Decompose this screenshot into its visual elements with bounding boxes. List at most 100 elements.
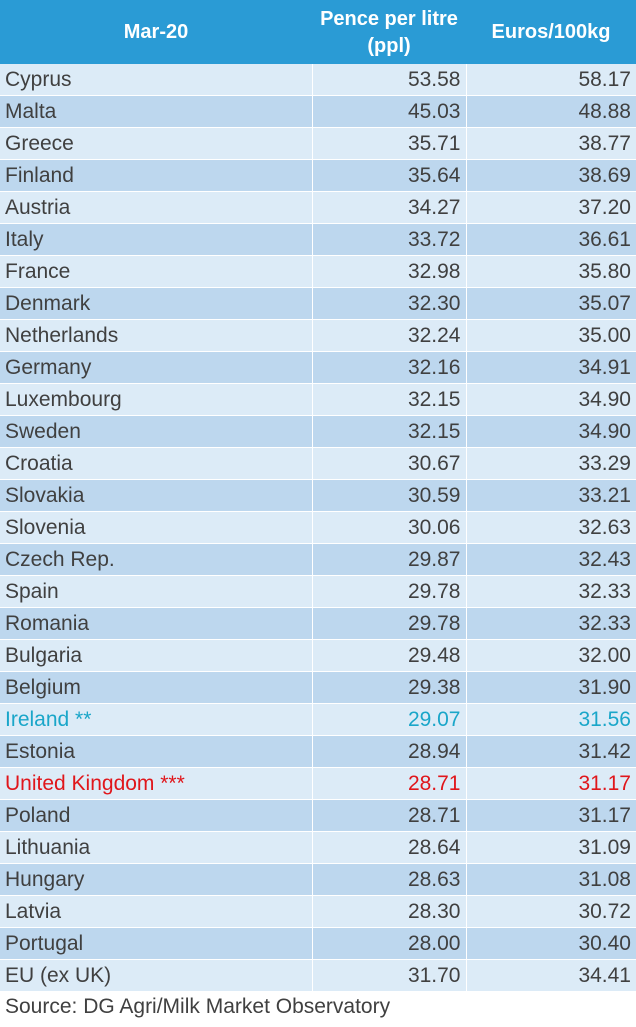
country-cell: Slovakia (0, 479, 313, 512)
table-row: Luxembourg 32.15 34.90 (0, 383, 636, 416)
pence-per-litre-cell: 29.78 (312, 607, 467, 640)
table-row: Poland 28.71 31.17 (0, 799, 636, 832)
pence-per-litre-cell: 35.64 (312, 159, 467, 192)
table-row: Greece 35.71 38.77 (0, 127, 636, 160)
euros-per-100kg-cell: 31.42 (466, 735, 636, 768)
euros-per-100kg-cell: 38.69 (466, 159, 636, 192)
euros-per-100kg-cell: 31.90 (466, 671, 636, 704)
pence-per-litre-cell: 45.03 (312, 95, 467, 128)
euros-per-100kg-cell: 30.72 (466, 895, 636, 928)
source-note: Source: DG Agri/Milk Market Observatory (5, 995, 391, 1018)
pence-per-litre-cell: 32.16 (312, 351, 467, 384)
table-row: United Kingdom *** 28.71 31.17 (0, 767, 636, 800)
euros-per-100kg-cell: 37.20 (466, 191, 636, 224)
table-row: Slovenia 30.06 32.63 (0, 511, 636, 544)
euros-per-100kg-cell: 31.17 (466, 799, 636, 832)
pence-per-litre-cell: 33.72 (312, 223, 467, 256)
table-row: Belgium 29.38 31.90 (0, 671, 636, 704)
country-cell: Bulgaria (0, 639, 313, 672)
table-row: Croatia 30.67 33.29 (0, 447, 636, 480)
pence-per-litre-cell: 35.71 (312, 127, 467, 160)
euros-per-100kg-cell: 48.88 (466, 95, 636, 128)
pence-per-litre-cell: 28.71 (312, 799, 467, 832)
table-row: Sweden 32.15 34.90 (0, 415, 636, 448)
pence-per-litre-cell: 31.70 (312, 959, 467, 992)
country-cell: Germany (0, 351, 313, 384)
country-cell: United Kingdom *** (0, 767, 313, 800)
euros-per-100kg-cell: 35.80 (466, 255, 636, 288)
pence-per-litre-cell: 30.59 (312, 479, 467, 512)
pence-per-litre-header: Pence per litre (ppl) (312, 0, 466, 64)
country-cell: Estonia (0, 735, 313, 768)
country-cell: Cyprus (0, 64, 313, 96)
euros-per-100kg-cell: 38.77 (466, 127, 636, 160)
pence-per-litre-cell: 30.06 (312, 511, 467, 544)
euros-per-100kg-cell: 34.41 (466, 959, 636, 992)
table-row: Denmark 32.30 35.07 (0, 287, 636, 320)
country-cell: Romania (0, 607, 313, 640)
country-cell: Czech Rep. (0, 543, 313, 576)
table-row: Czech Rep. 29.87 32.43 (0, 543, 636, 576)
table-row: Hungary 28.63 31.08 (0, 863, 636, 896)
pence-per-litre-cell: 29.87 (312, 543, 467, 576)
country-cell: EU (ex UK) (0, 959, 313, 992)
milk-price-table: Mar-20 Pence per litre (ppl) Euros/100kg… (0, 0, 636, 992)
country-cell: France (0, 255, 313, 288)
pence-per-litre-cell: 28.94 (312, 735, 467, 768)
country-cell: Hungary (0, 863, 313, 896)
country-cell: Slovenia (0, 511, 313, 544)
euros-per-100kg-cell: 34.90 (466, 415, 636, 448)
pence-per-litre-cell: 32.15 (312, 415, 467, 448)
pence-per-litre-cell: 29.48 (312, 639, 467, 672)
table-row: Romania 29.78 32.33 (0, 607, 636, 640)
country-cell: Belgium (0, 671, 313, 704)
euros-per-100kg-cell: 36.61 (466, 223, 636, 256)
euros-per-100kg-cell: 31.08 (466, 863, 636, 896)
table-body: Cyprus 53.58 58.17 Malta 45.03 48.88 Greece 35.… (0, 64, 636, 992)
header-row: Mar-20 Pence per litre (ppl) Euros/100kg (0, 0, 636, 64)
pence-per-litre-cell: 32.15 (312, 383, 467, 416)
euros-per-100kg-cell: 32.33 (466, 607, 636, 640)
country-cell: Lithuania (0, 831, 313, 864)
pence-per-litre-cell: 32.24 (312, 319, 467, 352)
table-row: EU (ex UK) 31.70 34.41 (0, 959, 636, 992)
euros-per-100kg-cell: 32.33 (466, 575, 636, 608)
table-row: Germany 32.16 34.91 (0, 351, 636, 384)
euros-per-100kg-cell: 33.29 (466, 447, 636, 480)
table-row: Ireland ** 29.07 31.56 (0, 703, 636, 736)
euros-per-100kg-cell: 34.91 (466, 351, 636, 384)
pence-per-litre-cell: 29.07 (312, 703, 467, 736)
table-row: Netherlands 32.24 35.00 (0, 319, 636, 352)
euros-per-100kg-cell: 34.90 (466, 383, 636, 416)
table-row: France 32.98 35.80 (0, 255, 636, 288)
country-cell: Ireland ** (0, 703, 313, 736)
euros-per-100kg-cell: 30.40 (466, 927, 636, 960)
country-cell: Austria (0, 191, 313, 224)
country-cell: Sweden (0, 415, 313, 448)
country-cell: Spain (0, 575, 313, 608)
table-row: Italy 33.72 36.61 (0, 223, 636, 256)
pence-per-litre-cell: 30.67 (312, 447, 467, 480)
table-row: Latvia 28.30 30.72 (0, 895, 636, 928)
country-cell: Latvia (0, 895, 313, 928)
table-row: Cyprus 53.58 58.17 (0, 64, 636, 96)
pence-per-litre-cell: 32.98 (312, 255, 467, 288)
table-row: Slovakia 30.59 33.21 (0, 479, 636, 512)
pence-per-litre-cell: 32.30 (312, 287, 467, 320)
euros-per-100kg-header: Euros/100kg (466, 0, 636, 64)
euros-per-100kg-cell: 31.56 (466, 703, 636, 736)
table-row: Austria 34.27 37.20 (0, 191, 636, 224)
country-cell: Denmark (0, 287, 313, 320)
euros-per-100kg-cell: 32.00 (466, 639, 636, 672)
country-cell: Croatia (0, 447, 313, 480)
pence-per-litre-cell: 28.63 (312, 863, 467, 896)
table-row: Spain 29.78 32.33 (0, 575, 636, 608)
pence-per-litre-cell: 29.78 (312, 575, 467, 608)
euros-per-100kg-cell: 31.09 (466, 831, 636, 864)
euros-per-100kg-cell: 32.63 (466, 511, 636, 544)
euros-per-100kg-cell: 33.21 (466, 479, 636, 512)
pence-per-litre-cell: 28.00 (312, 927, 467, 960)
pence-per-litre-cell: 28.30 (312, 895, 467, 928)
euros-per-100kg-cell: 31.17 (466, 767, 636, 800)
month-header: Mar-20 (0, 0, 312, 64)
